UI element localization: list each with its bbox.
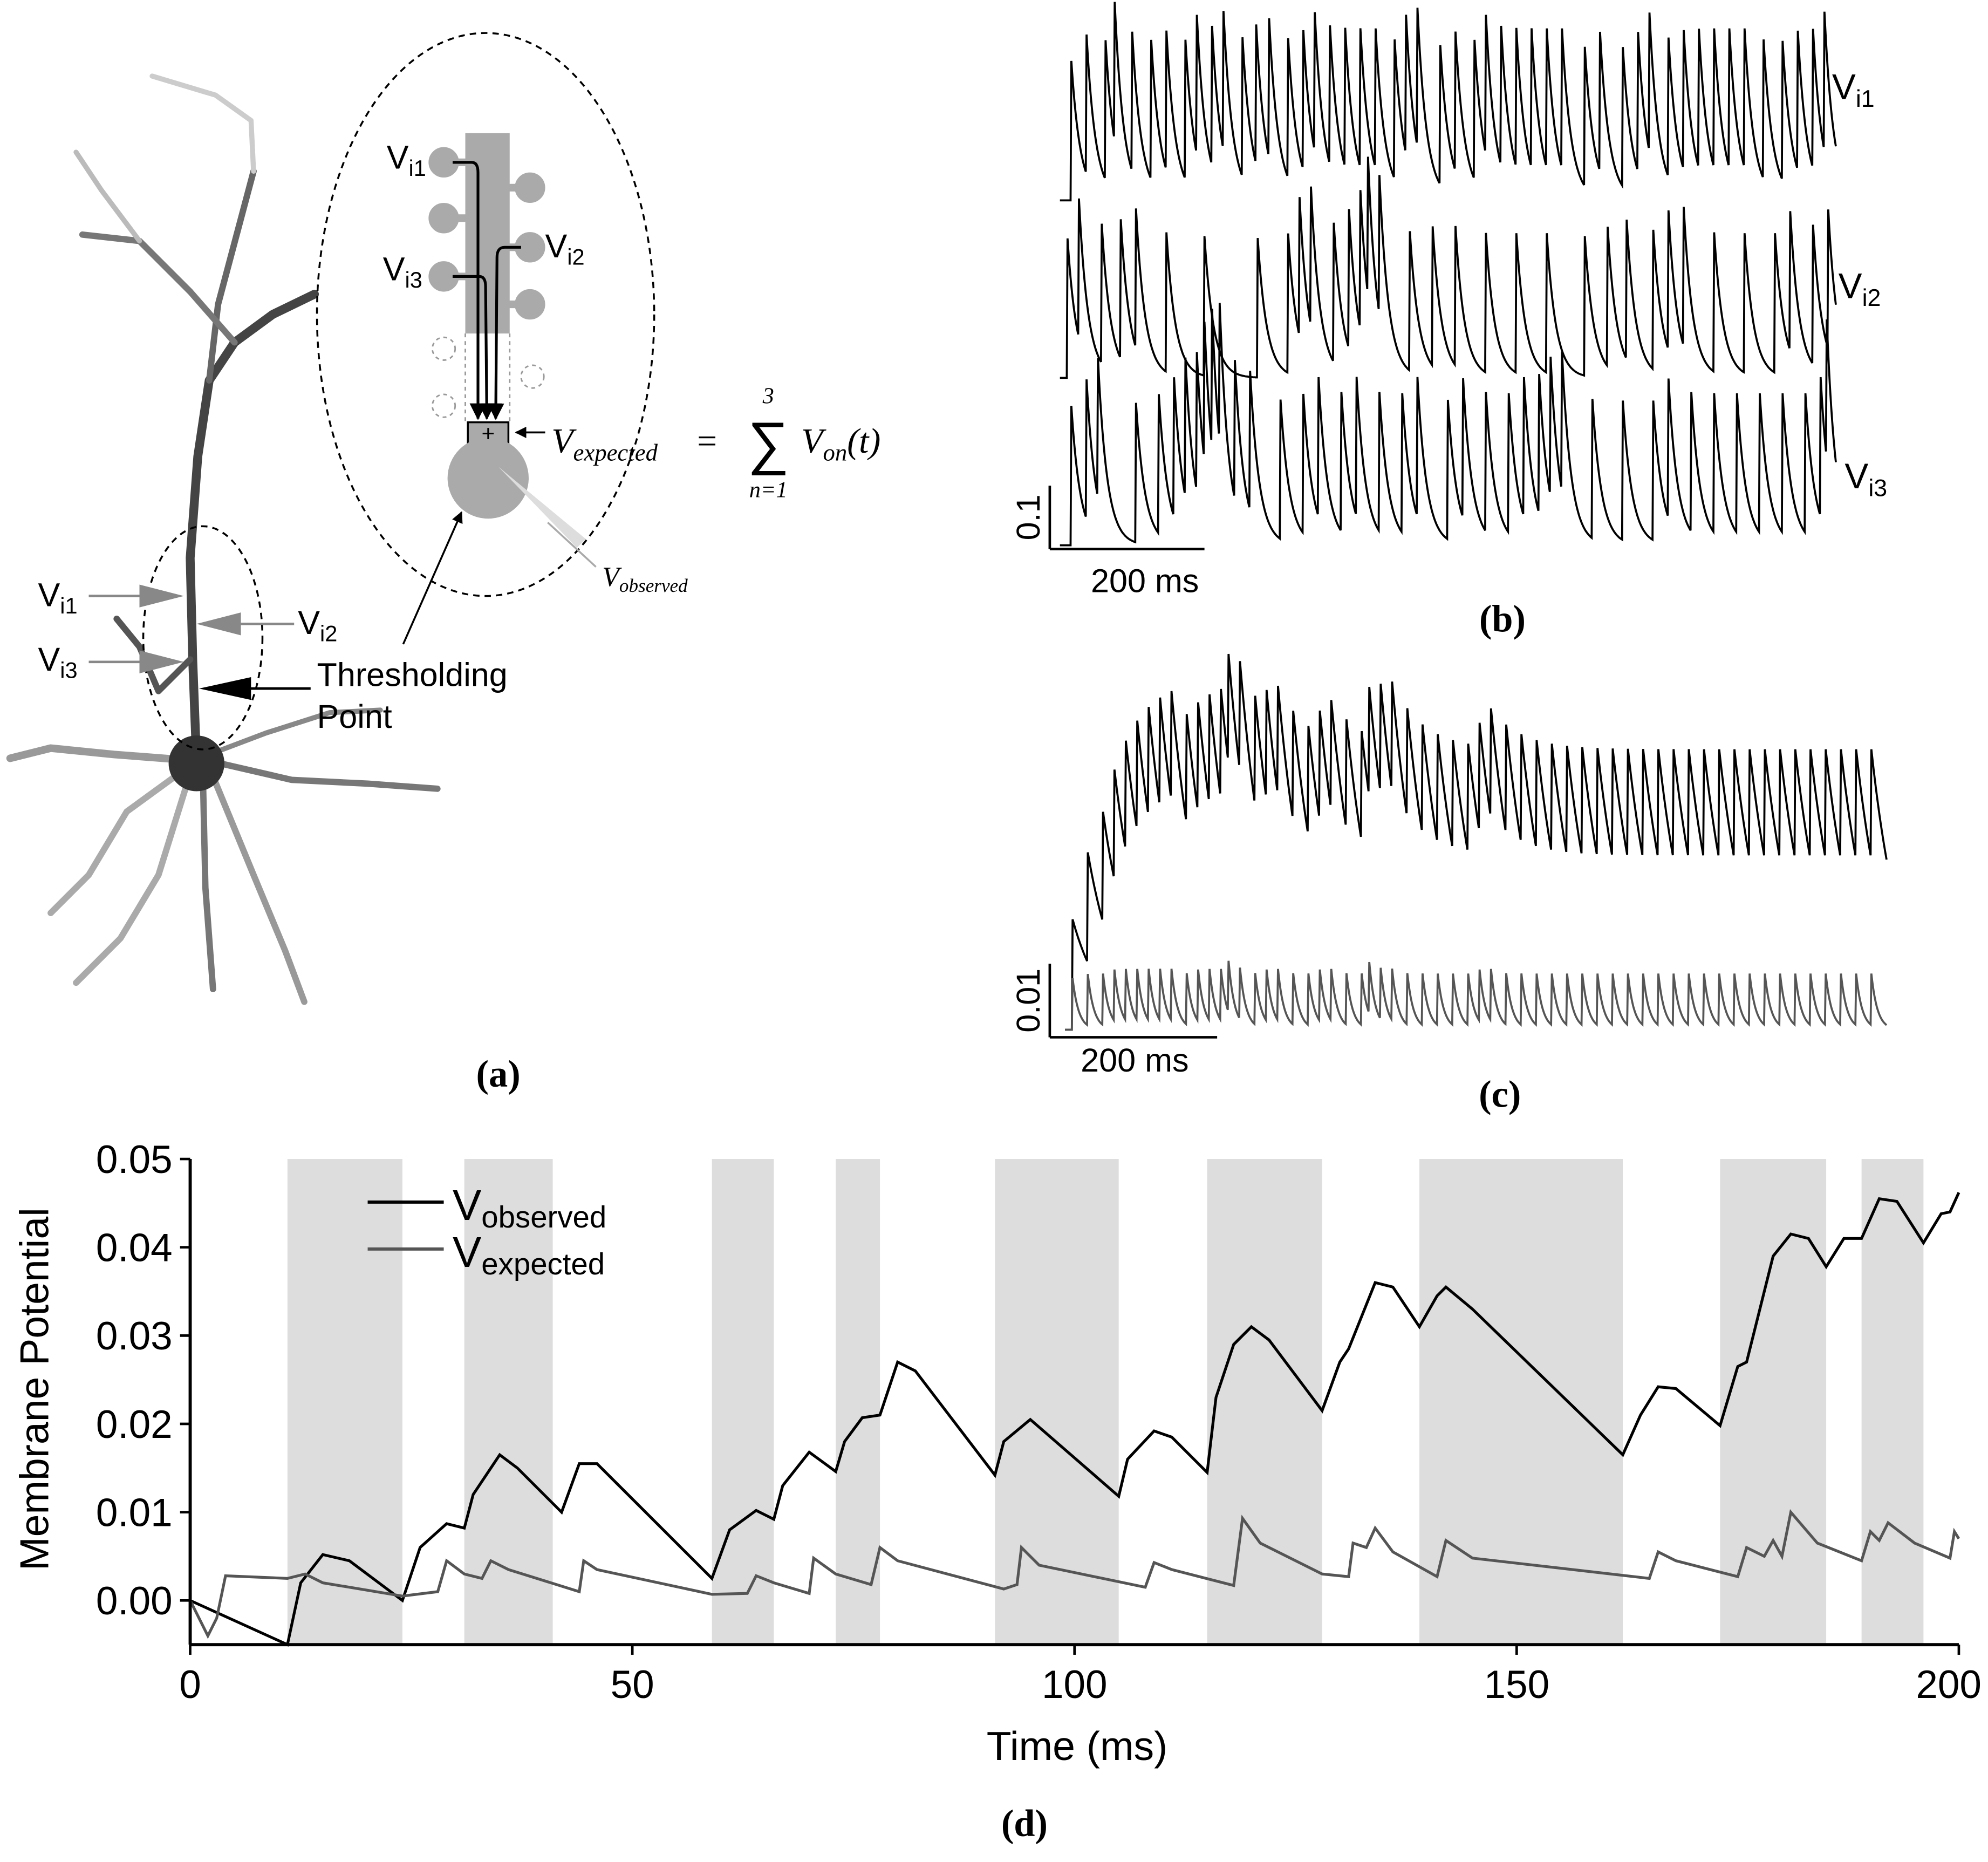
label-base: V: [801, 421, 826, 461]
caption: (c): [1479, 1074, 1521, 1116]
scale-label-x: 200 ms: [1091, 563, 1199, 599]
label-base: V: [38, 576, 60, 613]
legend-label: Vexpected: [453, 1228, 605, 1281]
trace-label: Vi2: [1839, 265, 1881, 311]
label-base: V: [38, 641, 60, 678]
equation-rhs: Von(t): [801, 421, 880, 466]
equation-upper: 3: [762, 383, 774, 408]
y-axis-label: Membrane Potential: [11, 1208, 57, 1571]
label-subscript: on: [823, 439, 847, 466]
equation-sum: ∑: [748, 410, 789, 475]
x-tick-label: 50: [611, 1663, 654, 1707]
y-tick-label: 0.02: [96, 1403, 173, 1447]
trace: [1060, 156, 1837, 379]
shaded-interval: [1861, 1159, 1924, 1645]
y-tick-label: 0.00: [96, 1579, 173, 1623]
shaded-interval: [995, 1159, 1119, 1645]
caption: (d): [1001, 1803, 1048, 1845]
label-subscript: observed: [619, 575, 688, 596]
inset-outline: [316, 32, 655, 597]
dendrite-inset: [402, 133, 597, 645]
input-label: Vi2: [298, 604, 337, 646]
label-subscript: i1: [1856, 85, 1875, 112]
observed-label: Vobserved: [602, 562, 688, 596]
series-line: [189, 1509, 1960, 1639]
label-base: V: [602, 562, 622, 592]
shaded-interval: [836, 1159, 880, 1645]
trace: [1060, 303, 1837, 547]
y-tick-label: 0.05: [96, 1138, 173, 1182]
caption: (b): [1479, 598, 1526, 640]
trace: [1065, 653, 1888, 1031]
inset-input-label: Vi3: [383, 250, 422, 292]
x-tick-label: 100: [1042, 1663, 1108, 1707]
equation-lower: n=1: [749, 477, 788, 502]
x-tick-label: 150: [1484, 1663, 1550, 1707]
input-label: Vi1: [38, 576, 78, 618]
label-base: V: [1844, 456, 1868, 496]
scale-label-y: 0.01: [1010, 968, 1047, 1033]
plus-sign: +: [481, 421, 495, 446]
threshold-label: Thresholding: [317, 656, 508, 693]
trace-label: Vi1: [1832, 66, 1875, 112]
label-subscript: i2: [567, 244, 584, 270]
label-base: V: [545, 228, 568, 264]
label-base: V: [387, 139, 409, 176]
equation-equals: =: [695, 421, 719, 461]
trace: [1060, 2, 1837, 202]
y-tick-label: 0.04: [96, 1226, 173, 1270]
scale-label-x: 200 ms: [1081, 1042, 1188, 1079]
input-label: Vi3: [38, 641, 78, 683]
scale-label-y: 0.1: [1010, 494, 1047, 540]
caption: (a): [476, 1053, 520, 1095]
label-subscript: i2: [1862, 284, 1881, 311]
label-subscript: i3: [405, 267, 422, 292]
label-subscript: i1: [60, 593, 77, 618]
zoom-region: [142, 525, 264, 751]
x-axis-label: Time (ms): [987, 1723, 1167, 1769]
neuron: [6, 73, 441, 1005]
legend-label: Vobserved: [453, 1181, 606, 1234]
shaded-interval: [287, 1159, 402, 1645]
input-arrows: [88, 584, 311, 700]
shaded-interval: [712, 1159, 774, 1645]
label-base: V: [1839, 265, 1862, 305]
label-subscript: i3: [60, 658, 77, 683]
inset-input-label: Vi2: [545, 228, 585, 269]
label-base: V: [298, 604, 320, 641]
x-tick-label: 0: [179, 1663, 201, 1707]
label-subscript: i3: [1868, 474, 1887, 501]
y-tick-label: 0.01: [96, 1491, 173, 1535]
trace: [1065, 960, 1888, 1031]
inset-input-label: Vi1: [387, 139, 426, 181]
label-subscript: expected: [573, 439, 658, 466]
y-tick-label: 0.03: [96, 1314, 173, 1358]
label-subscript: i2: [320, 621, 337, 646]
label-base: V: [551, 421, 577, 461]
equation-lhs: Vexpected: [551, 421, 658, 466]
equation-arg: (t): [847, 421, 880, 461]
series-line: [189, 1192, 1960, 1647]
trace-label: Vi3: [1844, 456, 1887, 501]
shaded-interval: [1720, 1159, 1827, 1645]
x-tick-label: 200: [1916, 1663, 1982, 1707]
shaded-interval: [1207, 1159, 1322, 1645]
threshold-label: Point: [317, 698, 392, 735]
shaded-interval: [464, 1159, 553, 1645]
label-base: V: [383, 250, 405, 287]
label-base: V: [1832, 66, 1856, 106]
label-subscript: i1: [409, 155, 426, 181]
